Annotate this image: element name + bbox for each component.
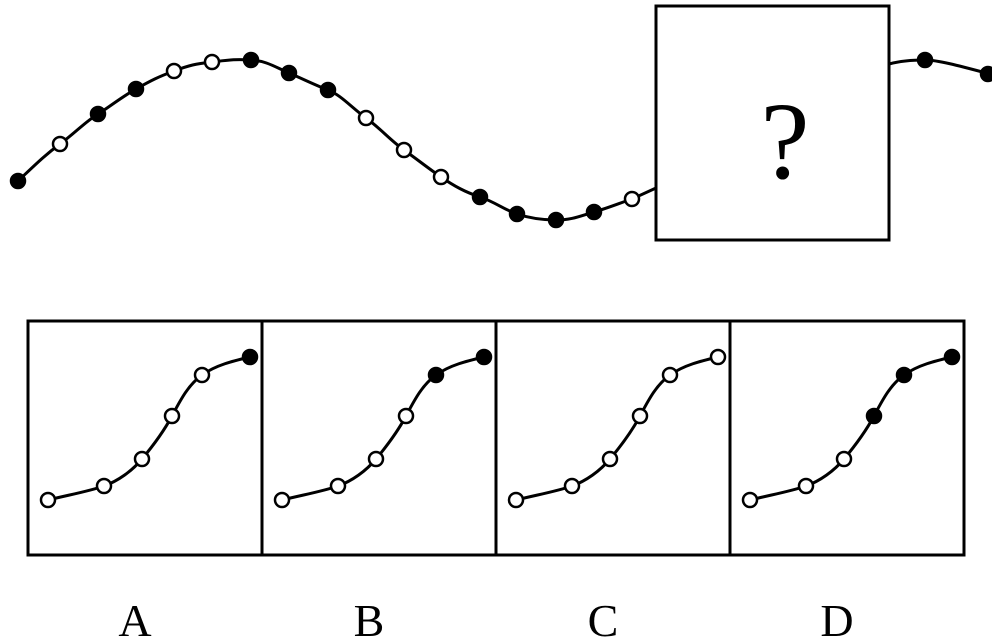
option-label: B bbox=[354, 595, 385, 643]
option-box[interactable] bbox=[494, 319, 732, 557]
option-dot-white bbox=[709, 348, 727, 366]
option-dot-white bbox=[397, 407, 415, 425]
option-dot-white bbox=[563, 477, 581, 495]
top-dot-black bbox=[585, 203, 603, 221]
option-box[interactable] bbox=[260, 319, 498, 557]
option-dot-black bbox=[943, 348, 961, 366]
top-dot-black bbox=[280, 64, 298, 82]
option-dot-white bbox=[631, 407, 649, 425]
option-dot-black bbox=[241, 348, 259, 366]
option-dot-white bbox=[133, 450, 151, 468]
top-dot-black bbox=[242, 51, 260, 69]
option-dot-white bbox=[39, 491, 57, 509]
question-box bbox=[654, 4, 891, 242]
top-dot-white bbox=[165, 62, 183, 80]
top-wave-curve-right bbox=[888, 58, 991, 76]
option-dot-white bbox=[835, 450, 853, 468]
option-dot-white bbox=[273, 491, 291, 509]
option-dot-black bbox=[427, 366, 445, 384]
option-b[interactable]: B bbox=[260, 319, 498, 643]
top-dot-white bbox=[203, 53, 221, 71]
option-dot-white bbox=[95, 477, 113, 495]
option-d[interactable]: D bbox=[728, 319, 966, 643]
top-dot-black bbox=[127, 80, 145, 98]
top-dot-white bbox=[395, 141, 413, 159]
option-dot-white bbox=[507, 491, 525, 509]
option-dot-black bbox=[895, 366, 913, 384]
top-dot-black bbox=[508, 205, 526, 223]
option-dot-white bbox=[329, 477, 347, 495]
option-dot-black bbox=[865, 407, 883, 425]
options-group: A B C D bbox=[26, 319, 966, 643]
option-c[interactable]: C bbox=[494, 319, 732, 643]
option-dot-white bbox=[741, 491, 759, 509]
top-dot-black bbox=[547, 211, 565, 229]
option-label: C bbox=[588, 595, 619, 643]
option-label: D bbox=[820, 595, 853, 643]
option-dot-white bbox=[661, 366, 679, 384]
question-mark: ? bbox=[761, 80, 810, 202]
option-a[interactable]: A bbox=[26, 319, 264, 643]
top-dot-black bbox=[89, 105, 107, 123]
top-dot-white bbox=[51, 135, 69, 153]
top-dot-black bbox=[9, 172, 27, 190]
option-label: A bbox=[118, 595, 151, 643]
top-dot-white bbox=[357, 109, 375, 127]
top-dot-black bbox=[979, 65, 992, 83]
top-dot-black bbox=[916, 51, 934, 69]
top-dot-white bbox=[623, 190, 641, 208]
top-dots-group bbox=[9, 51, 992, 229]
option-box[interactable] bbox=[728, 319, 966, 557]
top-dot-white bbox=[432, 168, 450, 186]
top-dot-black bbox=[319, 81, 337, 99]
option-dot-black bbox=[475, 348, 493, 366]
option-dot-white bbox=[797, 477, 815, 495]
option-dot-white bbox=[367, 450, 385, 468]
option-dot-white bbox=[601, 450, 619, 468]
option-box[interactable] bbox=[26, 319, 264, 557]
top-wave-curve bbox=[16, 58, 657, 222]
option-dot-white bbox=[163, 407, 181, 425]
option-dot-white bbox=[193, 366, 211, 384]
top-dot-black bbox=[471, 188, 489, 206]
